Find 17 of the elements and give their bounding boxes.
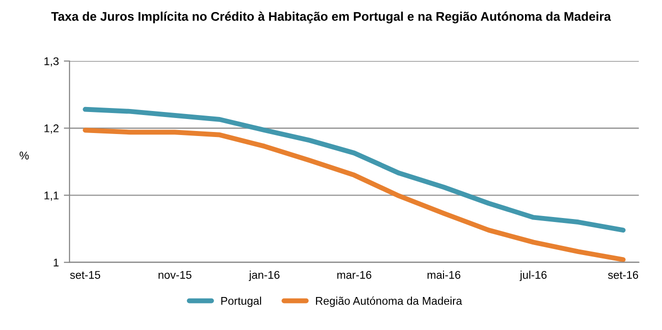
y-tick-label: 1,1 bbox=[44, 192, 59, 201]
x-tick-label: mai-16 bbox=[428, 270, 460, 279]
legend-label: Portugal bbox=[221, 296, 262, 307]
y-tick-label: 1,3 bbox=[44, 57, 59, 66]
y-axis-title: % bbox=[20, 152, 29, 160]
y-tick-label: 1 bbox=[54, 258, 59, 266]
y-tick-label: 1,2 bbox=[44, 124, 59, 134]
line-series bbox=[82, 106, 626, 233]
x-tick-label: nov-15 bbox=[158, 271, 192, 279]
chart-title: Taxa de Juros Implícita no Crédito à Habitação em Portugal e na Região Autónoma da Madeira bbox=[51, 12, 612, 24]
x-tick-label: jul-16 bbox=[520, 270, 547, 282]
line-series bbox=[82, 128, 626, 262]
x-tick-label: jan-16 bbox=[248, 270, 280, 282]
x-tick-label: mar-16 bbox=[337, 270, 372, 279]
x-tick-label: set-15 bbox=[70, 271, 100, 279]
legend-label: Região Autónoma da Madeira bbox=[316, 296, 462, 307]
x-tick-label: set-16 bbox=[608, 270, 638, 279]
